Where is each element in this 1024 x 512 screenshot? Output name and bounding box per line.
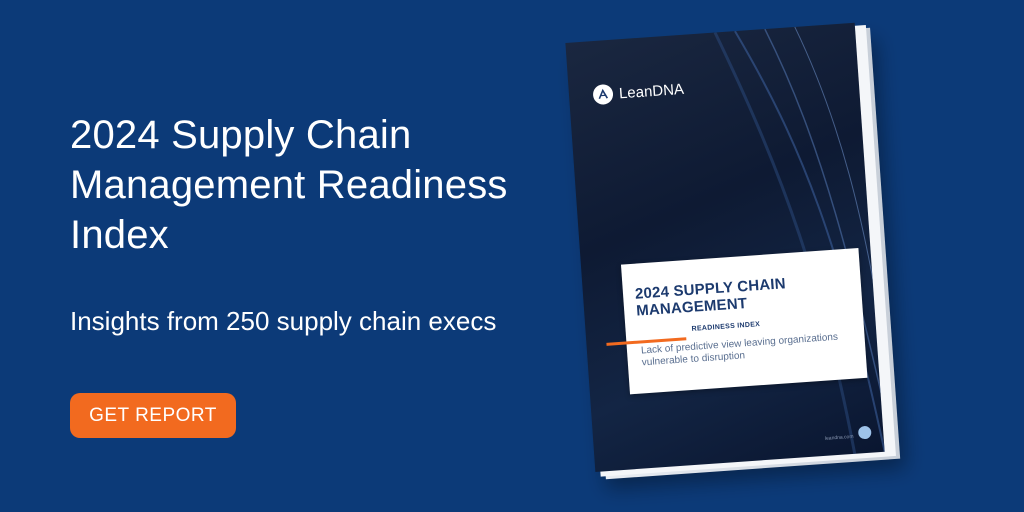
leandna-logo-icon [592, 83, 614, 106]
leandna-logo: LeanDNA [592, 79, 685, 106]
get-report-button[interactable]: GET REPORT [70, 393, 236, 438]
headline: 2024 Supply Chain Management Readiness I… [70, 113, 508, 257]
cover-title: 2024 SUPPLY CHAIN MANAGEMENT [634, 275, 787, 320]
subheadline: Insights from 250 supply chain execs [70, 306, 497, 336]
report-booklet: LeanDNA 2024 SUPPLY CHAIN MANAGEMENT REA… [565, 22, 906, 490]
cover-description: Lack of predictive view leaving organiza… [640, 331, 839, 369]
booklet-cover: LeanDNA 2024 SUPPLY CHAIN MANAGEMENT REA… [565, 22, 885, 472]
cover-title-card: 2024 SUPPLY CHAIN MANAGEMENT READINESS I… [606, 248, 868, 395]
cover-tag: READINESS INDEX [691, 321, 761, 333]
logo-text: LeanDNA [618, 80, 685, 102]
